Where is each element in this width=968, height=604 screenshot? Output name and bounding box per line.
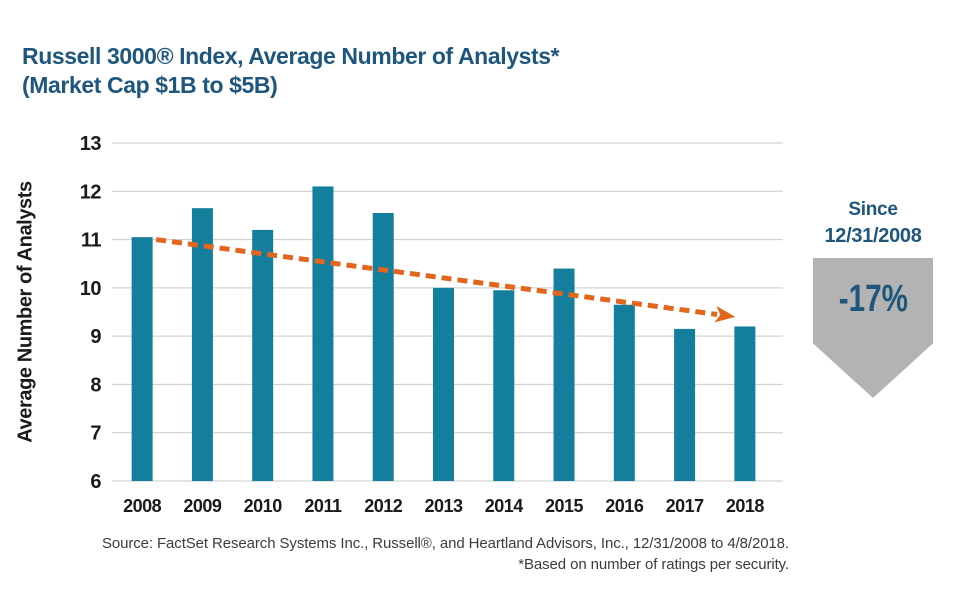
x-tick-label-2018: 2018: [726, 496, 765, 516]
x-tick-label-2009: 2009: [183, 496, 222, 516]
y-tick-label-11: 11: [81, 230, 102, 252]
chart-title: Russell 3000® Index, Average Number of A…: [22, 42, 560, 100]
trend-arrow: [155, 237, 736, 323]
chart-title-line2: (Market Cap $1B to $5B): [22, 72, 278, 98]
footnote-text: *Based on number of ratings per security…: [518, 556, 789, 573]
x-axis-labels: 2008 2009 2010 2011 2012 2013 2014 2015 2016 2017…: [123, 496, 765, 516]
bar-2016: [613, 304, 635, 481]
bar-2009: [191, 208, 213, 481]
source-text: Source: FactSet Research Systems Inc., R…: [101, 535, 789, 552]
y-tick-label-12: 12: [80, 181, 102, 203]
x-tick-label-2010: 2010: [244, 496, 283, 516]
badge-caption: Since 12/31/2008: [790, 197, 956, 249]
bar-2013: [433, 287, 454, 481]
y-tick-label-7: 7: [90, 423, 101, 445]
x-tick-label-2008: 2008: [123, 496, 162, 516]
x-tick-label-2011: 2011: [304, 496, 342, 516]
bar-layer: [131, 186, 756, 481]
bar-2010: [252, 229, 274, 481]
bar-2018: [734, 326, 756, 481]
footer: Source: FactSet Research Systems Inc., R…: [29, 533, 789, 575]
y-axis-title: Average Number of Analysts: [14, 181, 37, 443]
trend-layer: [155, 237, 736, 323]
bar-2014: [493, 290, 515, 481]
bar-2012: [372, 213, 394, 481]
chart-title-line1: Russell 3000® Index, Average Number of A…: [22, 43, 560, 69]
x-tick-label-2014: 2014: [485, 496, 524, 516]
x-tick-label-2012: 2012: [364, 496, 403, 516]
x-tick-label-2015: 2015: [545, 496, 584, 516]
bar-2008: [131, 237, 153, 481]
badge-caption-line2: 12/31/2008: [824, 225, 922, 247]
badge-value: -17%: [838, 278, 908, 320]
bar-2015: [553, 268, 575, 481]
badge-caption-line1: Since: [848, 199, 898, 220]
y-tick-label-10: 10: [80, 278, 102, 300]
x-tick-label-2013: 2013: [424, 496, 463, 516]
y-tick-label-8: 8: [90, 374, 101, 396]
y-tick-label-6: 6: [90, 471, 101, 493]
x-tick-label-2016: 2016: [605, 496, 644, 516]
bar-2017: [674, 328, 696, 481]
x-tick-label-2017: 2017: [666, 496, 705, 516]
y-tick-label-9: 9: [90, 326, 101, 348]
y-tick-label-13: 13: [80, 133, 102, 155]
bar-2011: [312, 186, 334, 481]
